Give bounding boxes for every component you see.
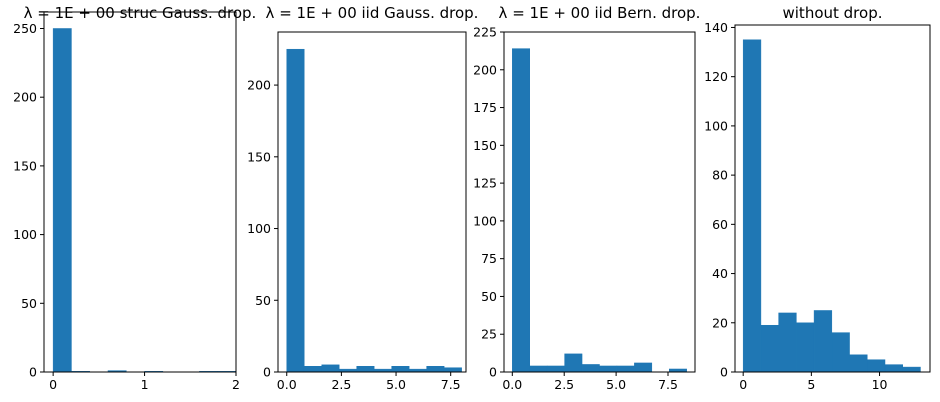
y-tick-label: 0	[720, 365, 728, 380]
histogram-bar	[849, 354, 868, 373]
axes-frame	[734, 24, 931, 373]
subplot-title: λ = 1E + 00 iid Gauss. drop.	[266, 4, 479, 22]
subplot-title: λ = 1E + 00 iid Bern. drop.	[499, 4, 701, 22]
subplot-2: 0 50 100 150 200 0.0 2.5 5.0 7.5 λ = 1E + 00 iid …	[247, 4, 478, 392]
y-tick-label: 150	[13, 158, 37, 173]
histogram-bar	[529, 365, 548, 373]
histogram-bar	[356, 366, 375, 373]
x-tick-label: 5.0	[606, 377, 626, 392]
x-tick-label: 2.5	[554, 377, 574, 392]
y-tick-label: 175	[473, 100, 497, 115]
x-tick-label: 2	[232, 377, 240, 392]
y-tick-label: 50	[481, 289, 497, 304]
histogram-bar	[796, 322, 815, 373]
y-tick-label: 0	[29, 365, 37, 380]
y-tick-label: 80	[712, 168, 728, 183]
y-tick-label: 25	[481, 327, 497, 342]
x-tick-label: 5	[807, 377, 815, 392]
y-tick-label: 50	[255, 293, 271, 308]
y-tick-label: 200	[247, 78, 271, 93]
x-tick-label: 0	[49, 377, 57, 392]
x-tick-label: 7.5	[658, 377, 678, 392]
histogram-bar	[52, 28, 72, 373]
x-tick-label: 0.0	[277, 377, 297, 392]
y-tick-label: 75	[481, 251, 497, 266]
x-tick-label: 0.0	[502, 377, 522, 392]
y-tick-label: 200	[13, 90, 37, 105]
x-tick-label: 0	[739, 377, 747, 392]
histogram-bar	[813, 310, 833, 373]
histogram-bar	[391, 366, 410, 373]
histogram-bar	[778, 312, 797, 373]
y-tick-label: 100	[247, 221, 271, 236]
y-tick-label: 225	[473, 25, 497, 40]
y-tick-label: 60	[712, 217, 728, 232]
histogram-bar	[321, 364, 340, 373]
y-tick-label: 140	[704, 20, 728, 35]
y-tick-label: 150	[473, 138, 497, 153]
histogram-bar	[286, 48, 305, 373]
y-tick-label: 150	[247, 149, 271, 164]
y-tick-label: 120	[704, 69, 728, 84]
histogram-bar	[426, 366, 445, 373]
y-tick-label: 50	[21, 296, 37, 311]
histogram-bar	[512, 48, 530, 373]
x-tick-label: 7.5	[441, 377, 461, 392]
x-tick-label: 1	[141, 377, 149, 392]
subplot-title: λ = 1E + 00 struc Gauss. drop.	[24, 4, 257, 22]
axes-frame	[503, 31, 696, 373]
y-tick-label: 100	[13, 227, 37, 242]
histogram-bar	[831, 332, 850, 373]
histogram-bar	[546, 365, 565, 373]
histogram-bar	[564, 353, 583, 373]
y-tick-label: 200	[473, 62, 497, 77]
histogram-bar	[599, 365, 618, 373]
axes-frame	[277, 31, 467, 373]
y-tick-label: 0	[263, 365, 271, 380]
axes-frame	[43, 11, 237, 373]
y-tick-label: 0	[489, 365, 497, 380]
y-tick-label: 125	[473, 176, 497, 191]
x-tick-label: 5.0	[386, 377, 406, 392]
histogram-bar	[443, 367, 462, 373]
y-tick-label: 20	[712, 315, 728, 330]
histogram-bar	[581, 364, 600, 373]
histogram-bar	[902, 366, 921, 373]
x-tick-label: 2.5	[331, 377, 351, 392]
x-tick-label: 10	[872, 377, 888, 392]
histogram-bar	[616, 365, 635, 373]
y-tick-label: 100	[704, 118, 728, 133]
histogram-bar	[760, 324, 779, 373]
histogram-bar	[303, 366, 322, 373]
y-tick-label: 250	[13, 21, 37, 36]
subplot-title: without drop.	[783, 4, 883, 22]
histogram-bar	[742, 39, 762, 373]
y-tick-label: 100	[473, 213, 497, 228]
y-tick-label: 40	[712, 266, 728, 281]
histogram-bar	[634, 362, 653, 373]
histogram-bar	[884, 364, 903, 373]
subplot-3: 0 25 50 75 100 125 150 175 200 225 0.0 2.5 5.0 7.5 λ =…	[473, 4, 700, 392]
histogram-bar	[867, 359, 886, 373]
subplot-4: 0 20 40 60 80 100 120 140 0 5 10 without drop.	[704, 4, 931, 392]
subplot-1: 0 50 100 150 200 250 0 1 2 λ = 1E + 00 struc Gaus…	[13, 4, 256, 392]
